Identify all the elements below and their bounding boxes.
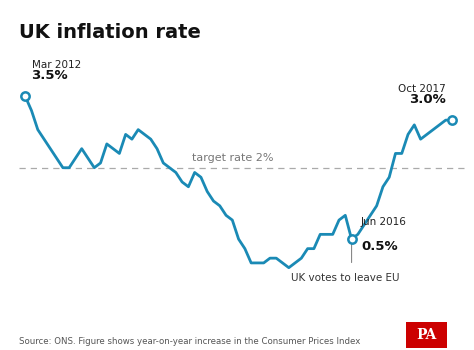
Text: 3.5%: 3.5% bbox=[31, 69, 68, 82]
Text: UK votes to leave EU: UK votes to leave EU bbox=[291, 273, 400, 284]
Text: Mar 2012: Mar 2012 bbox=[31, 60, 81, 70]
Text: Jun 2016: Jun 2016 bbox=[361, 217, 407, 227]
Text: Oct 2017: Oct 2017 bbox=[398, 84, 446, 94]
Text: PA: PA bbox=[417, 328, 437, 342]
Text: 0.5%: 0.5% bbox=[361, 240, 398, 253]
Text: UK inflation rate: UK inflation rate bbox=[19, 23, 201, 42]
Text: 3.0%: 3.0% bbox=[409, 93, 446, 106]
Text: target rate 2%: target rate 2% bbox=[191, 153, 273, 163]
Text: Source: ONS. Figure shows year-on-year increase in the Consumer Prices Index: Source: ONS. Figure shows year-on-year i… bbox=[19, 337, 360, 346]
